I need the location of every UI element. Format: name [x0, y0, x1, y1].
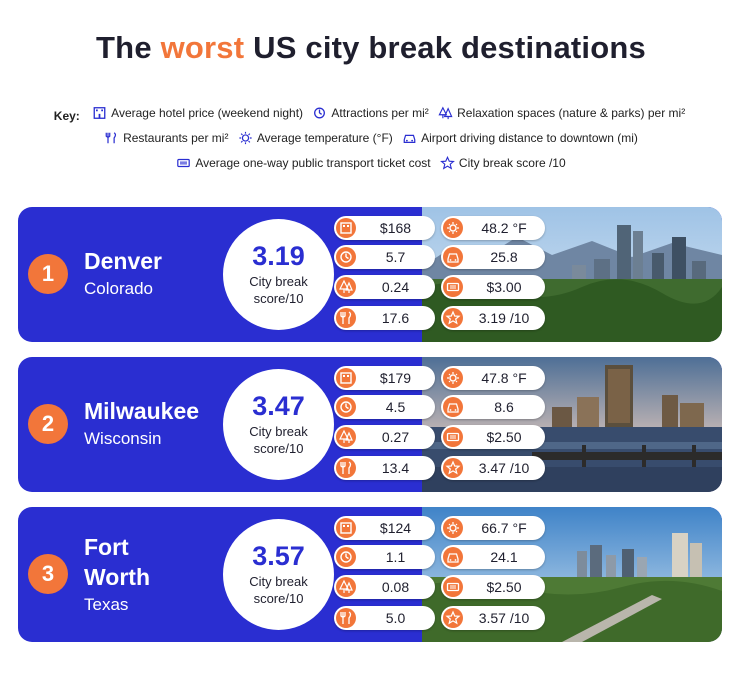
sun-icon	[443, 368, 463, 388]
stat-hotel: $179	[334, 366, 435, 390]
stat-transport: $2.50	[441, 425, 545, 449]
attractions-icon	[312, 106, 327, 120]
stat-restaurants: 5.0	[334, 606, 435, 630]
rank-badge: 2	[28, 404, 68, 444]
rank-badge: 1	[28, 254, 68, 294]
ticket-icon	[443, 427, 463, 447]
score-label-line1: City break	[249, 424, 308, 439]
stat-restaurants: 17.6	[334, 306, 435, 330]
hotel-icon	[336, 518, 356, 538]
key-item-attractions: Attractions per mi²	[312, 106, 429, 120]
key-row-2: Restaurants per mi² Average temperature …	[0, 131, 742, 148]
key-label: Key:	[53, 109, 80, 123]
stat-temperature: 47.8 °F	[441, 366, 545, 390]
attractions-icon	[336, 547, 356, 567]
key-row-3: Average one-way public transport ticket …	[0, 155, 742, 173]
cutlery-icon	[336, 458, 356, 478]
car-icon	[443, 247, 463, 267]
score-circle: 3.19 City break score/10	[223, 219, 334, 330]
key-item-hotel: Average hotel price (weekend night)	[92, 106, 303, 120]
key-item-transport: Average one-way public transport ticket …	[176, 156, 431, 170]
stat-transport: $3.00	[441, 275, 545, 299]
score-label-line1: City break	[249, 574, 308, 589]
hotel-icon	[336, 368, 356, 388]
stat-score: 3.57 /10	[441, 606, 545, 630]
stat-score: 3.19 /10	[441, 306, 545, 330]
score-circle: 3.47 City break score/10	[223, 369, 334, 480]
stat-relaxation: 0.24	[334, 275, 435, 299]
city-name-line2: Worth	[84, 564, 151, 590]
state-name: Wisconsin	[84, 429, 162, 448]
stat-airport: 8.6	[441, 395, 545, 419]
hotel-icon	[92, 106, 107, 120]
stat-temperature: 48.2 °F	[441, 216, 545, 240]
key-item-restaurants: Restaurants per mi²	[104, 131, 228, 145]
cutlery-icon	[104, 131, 119, 145]
key-item-airport: Airport driving distance to downtown (mi…	[402, 131, 638, 145]
city-card-denver: 1 Denver Colorado 3.19 City break score/…	[18, 207, 722, 342]
star-icon	[443, 308, 463, 328]
trees-icon	[438, 106, 453, 120]
cutlery-icon	[336, 308, 356, 328]
key-item-score: City break score /10	[440, 155, 566, 170]
stat-attractions: 5.7	[334, 245, 435, 269]
ticket-icon	[176, 156, 191, 170]
stat-transport: $2.50	[441, 575, 545, 599]
sun-icon	[238, 131, 253, 145]
stat-attractions: 1.1	[334, 545, 435, 569]
star-icon	[440, 155, 455, 170]
state-name: Colorado	[84, 279, 153, 298]
stat-score: 3.47 /10	[441, 456, 545, 480]
title-highlight: worst	[160, 30, 245, 65]
sun-icon	[443, 218, 463, 238]
stat-restaurants: 13.4	[334, 456, 435, 480]
stat-temperature: 66.7 °F	[441, 516, 545, 540]
star-icon	[443, 458, 463, 478]
car-icon	[443, 397, 463, 417]
score-circle: 3.57 City break score/10	[223, 519, 334, 630]
rank-badge: 3	[28, 554, 68, 594]
state-name: Texas	[84, 595, 129, 614]
trees-icon	[336, 577, 356, 597]
title-part1: The	[96, 30, 152, 65]
stat-attractions: 4.5	[334, 395, 435, 419]
stat-hotel: $168	[334, 216, 435, 240]
city-name: Denver	[84, 248, 162, 274]
stat-airport: 25.8	[441, 245, 545, 269]
score-label-line2: score/10	[253, 441, 304, 456]
trees-icon	[336, 427, 356, 447]
city-card-milwaukee: 2 Milwaukee Wisconsin 3.47 City break sc…	[18, 357, 722, 492]
car-icon	[402, 131, 417, 145]
key-item-relaxation: Relaxation spaces (nature & parks) per m…	[438, 106, 685, 120]
trees-icon	[336, 277, 356, 297]
score-label-line2: score/10	[253, 591, 304, 606]
title-part2: US city break destinations	[253, 30, 646, 65]
city-name-line1: Fort	[84, 534, 129, 560]
cutlery-icon	[336, 608, 356, 628]
ticket-icon	[443, 577, 463, 597]
key-row-1: Key: Average hotel price (weekend night)…	[0, 106, 742, 123]
attractions-icon	[336, 397, 356, 417]
ticket-icon	[443, 277, 463, 297]
hotel-icon	[336, 218, 356, 238]
score-value: 3.47	[252, 391, 305, 421]
key-item-temperature: Average temperature (°F)	[238, 131, 393, 145]
stat-relaxation: 0.27	[334, 425, 435, 449]
score-label-line1: City break	[249, 274, 308, 289]
city-name: Milwaukee	[84, 398, 200, 424]
city-card-fort-worth: 3 Fort Worth Texas 3.57 City break score…	[18, 507, 722, 642]
page-title: The worst US city break destinations	[0, 30, 742, 66]
attractions-icon	[336, 247, 356, 267]
sun-icon	[443, 518, 463, 538]
score-label-line2: score/10	[253, 291, 304, 306]
car-icon	[443, 547, 463, 567]
score-value: 3.57	[252, 541, 305, 571]
stat-airport: 24.1	[441, 545, 545, 569]
star-icon	[443, 608, 463, 628]
stat-hotel: $124	[334, 516, 435, 540]
stat-relaxation: 0.08	[334, 575, 435, 599]
score-value: 3.19	[252, 241, 305, 271]
